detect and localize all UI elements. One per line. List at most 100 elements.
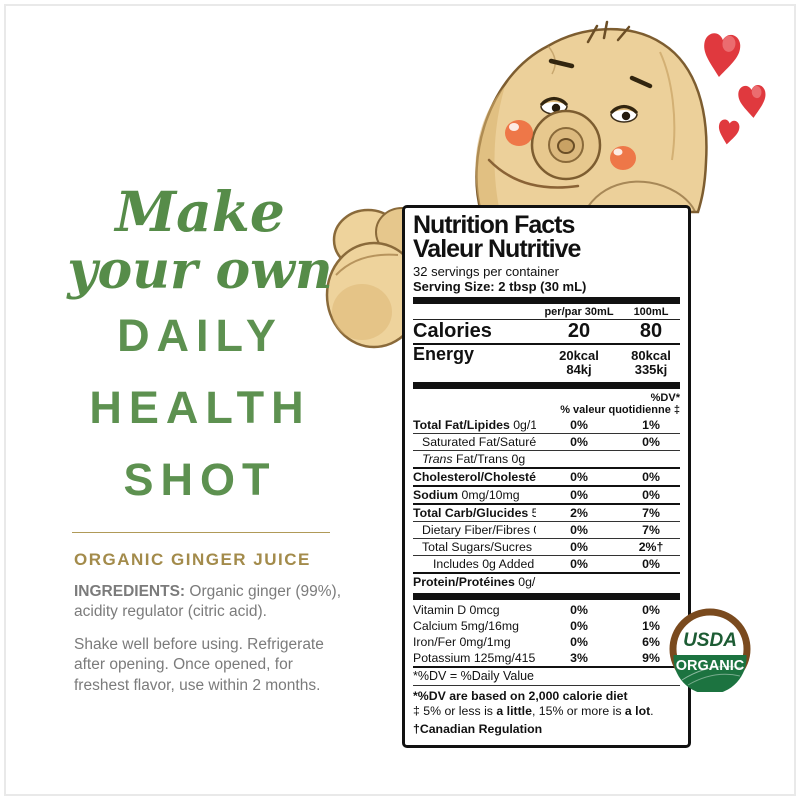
nutrition-row: Calcium 5mg/16mg 0% 1% [413, 618, 680, 634]
nutrient-name: Potassium 125mg/415mg [413, 651, 536, 665]
dv-100ml: 1% [642, 619, 660, 633]
energy-100ml: 80kcal 335kj [631, 348, 671, 377]
dv-100ml: 0% [642, 488, 660, 502]
dv-30ml: 0% [570, 557, 588, 571]
thick-bar [413, 593, 680, 600]
nutrient-name: Sodium 0mg/10mg [413, 488, 520, 502]
dv-100ml: 0% [642, 435, 660, 449]
nutrient-name: Total Sugars/Sucres 0g/2g [422, 540, 536, 554]
calories-row: Calories 20 80 [413, 319, 680, 343]
ingredients-label: INGREDIENTS: [74, 583, 186, 600]
nutrition-row: Vitamin D 0mcg 0% 0% [413, 602, 680, 618]
script-heading-line1: Make [115, 179, 285, 244]
seal-usda-text: USDA [683, 630, 737, 651]
cheeks [505, 120, 636, 170]
dv-100ml: 7% [642, 523, 660, 537]
dv-header-line2: % valeur quotidienne ‡ [560, 404, 680, 416]
nutrition-row: Trans Fat/Trans 0g [413, 450, 680, 467]
nutrient-name: Includes 0g Added Sugars [433, 557, 536, 571]
footnote-little-lot: ‡ 5% or less is a little, 15% or more is… [413, 703, 654, 718]
ingredients-text: Organic ginger (99%), acidity regulator … [74, 583, 342, 621]
nutrient-name: Cholesterol/Cholestérol 0mg [413, 470, 536, 484]
footnote-calorie-diet: *%DV are based on 2,000 calorie diet [413, 689, 628, 703]
dv-definition: *%DV = %Daily Value [413, 666, 680, 685]
nutrition-row: Total Sugars/Sucres 0g/2g 0% 2%† [413, 538, 680, 555]
nutrient-name: Iron/Fer 0mg/1mg [413, 635, 511, 649]
nutrition-row: Saturated Fat/Saturés 0g 0% 0% [413, 433, 680, 450]
snout [530, 109, 602, 181]
nutrient-name: Calcium 5mg/16mg [413, 619, 519, 633]
usda-organic-seal: USDA ORGANIC [669, 608, 751, 692]
left-text-column: Make your own DAILY HEALTH SHOT ORGANIC … [58, 182, 342, 696]
caps-heading-shot: SHOT [123, 454, 277, 505]
dv-100ml: 9% [642, 651, 660, 665]
servings-per-container: 32 servings per container [413, 264, 559, 279]
dv-30ml: 0% [570, 635, 588, 649]
col-header-30ml: per/par 30mL [544, 306, 614, 318]
energy-label: Energy [413, 344, 475, 364]
nutrition-row: Cholesterol/Cholestérol 0mg 0% 0% [413, 467, 680, 485]
mineral-rows: Vitamin D 0mcg 0% 0% Calcium 5mg/16mg 0%… [413, 602, 680, 666]
nutrition-facts-panel: Nutrition Facts Valeur Nutritive 32 serv… [402, 205, 691, 748]
nutrition-title-en: Nutrition Facts [413, 211, 575, 239]
dv-100ml: 2%† [638, 540, 664, 554]
caps-heading-daily: DAILY [117, 310, 283, 361]
dv-100ml: 0% [642, 470, 660, 484]
caps-heading-health: HEALTH [89, 382, 311, 433]
nutrition-row: Potassium 125mg/415mg 3% 9% [413, 650, 680, 666]
nutrition-row: Total Fat/Lipides 0g/1g 0% 1% [413, 417, 680, 433]
energy-30ml: 20kcal 84kj [559, 348, 599, 377]
dv-30ml: 0% [570, 470, 588, 484]
energy-row: Energy 20kcal 84kj 80kcal 335kj [413, 343, 680, 379]
footnote-canadian-regulation: †Canadian Regulation [413, 722, 543, 736]
dv-30ml: 0% [570, 418, 588, 432]
script-heading-line2: your own [67, 240, 333, 301]
column-headers: per/par 30mL 100mL [413, 306, 680, 319]
dv-100ml: 0% [642, 557, 660, 571]
heart-small [718, 119, 740, 145]
seal-organic-text: ORGANIC [676, 658, 745, 674]
nutrient-name: Saturated Fat/Saturés 0g [422, 435, 536, 449]
dv-30ml: 0% [570, 435, 588, 449]
dv-100ml: 0% [642, 603, 660, 617]
dv-30ml: 0% [570, 540, 588, 554]
nutrition-row: Sodium 0mg/10mg 0% 0% [413, 485, 680, 503]
dv-30ml: 2% [570, 506, 588, 520]
nutrition-title-fr: Valeur Nutritive [413, 235, 581, 263]
col-header-100ml: 100mL [633, 306, 669, 318]
storage-instructions: Shake well before using. Refrigerate aft… [74, 635, 324, 694]
smile [487, 158, 580, 189]
gold-divider [72, 532, 330, 533]
calories-label: Calories [413, 320, 492, 342]
thick-bar [413, 297, 680, 304]
calories-100ml: 80 [639, 320, 663, 342]
heart-medium [738, 85, 766, 118]
ginger-head [475, 20, 708, 214]
daily-value-header: %DV* % valeur quotidienne ‡ [413, 391, 680, 417]
footnotes: *%DV are based on 2,000 calorie diet ‡ 5… [413, 685, 680, 737]
nutrient-name: Vitamin D 0mcg [413, 603, 500, 617]
dv-30ml: 0% [570, 523, 588, 537]
calories-30ml: 20 [567, 320, 591, 342]
dv-30ml: 0% [570, 603, 588, 617]
nutrient-name: Protein/Protéines 0g/2g [413, 575, 536, 589]
nutrition-row: Total Carb/Glucides 5g/18g 2% 7% [413, 503, 680, 521]
product-name: ORGANIC GINGER JUICE [74, 550, 311, 569]
eyebrows [548, 58, 653, 89]
dv-100ml: 7% [642, 506, 660, 520]
ingredients-paragraph: INGREDIENTS: Organic ginger (99%), acidi… [74, 582, 342, 623]
dv-30ml: 0% [570, 488, 588, 502]
nutrient-name: Trans Fat/Trans 0g [422, 452, 526, 466]
dv-100ml: 6% [642, 635, 660, 649]
serving-size: Serving Size: 2 tbsp (30 mL) [413, 279, 587, 294]
nutrient-name: Total Fat/Lipides 0g/1g [413, 418, 536, 432]
nutrient-name: Dietary Fiber/Fibres 0g/2g [422, 523, 536, 537]
dv-30ml: 0% [570, 619, 588, 633]
hair-sprigs [586, 20, 631, 44]
dv-header-line1: %DV* [650, 392, 680, 404]
nutrition-row: Protein/Protéines 0g/2g [413, 572, 680, 590]
thick-bar [413, 382, 680, 389]
heart-large [704, 33, 741, 78]
